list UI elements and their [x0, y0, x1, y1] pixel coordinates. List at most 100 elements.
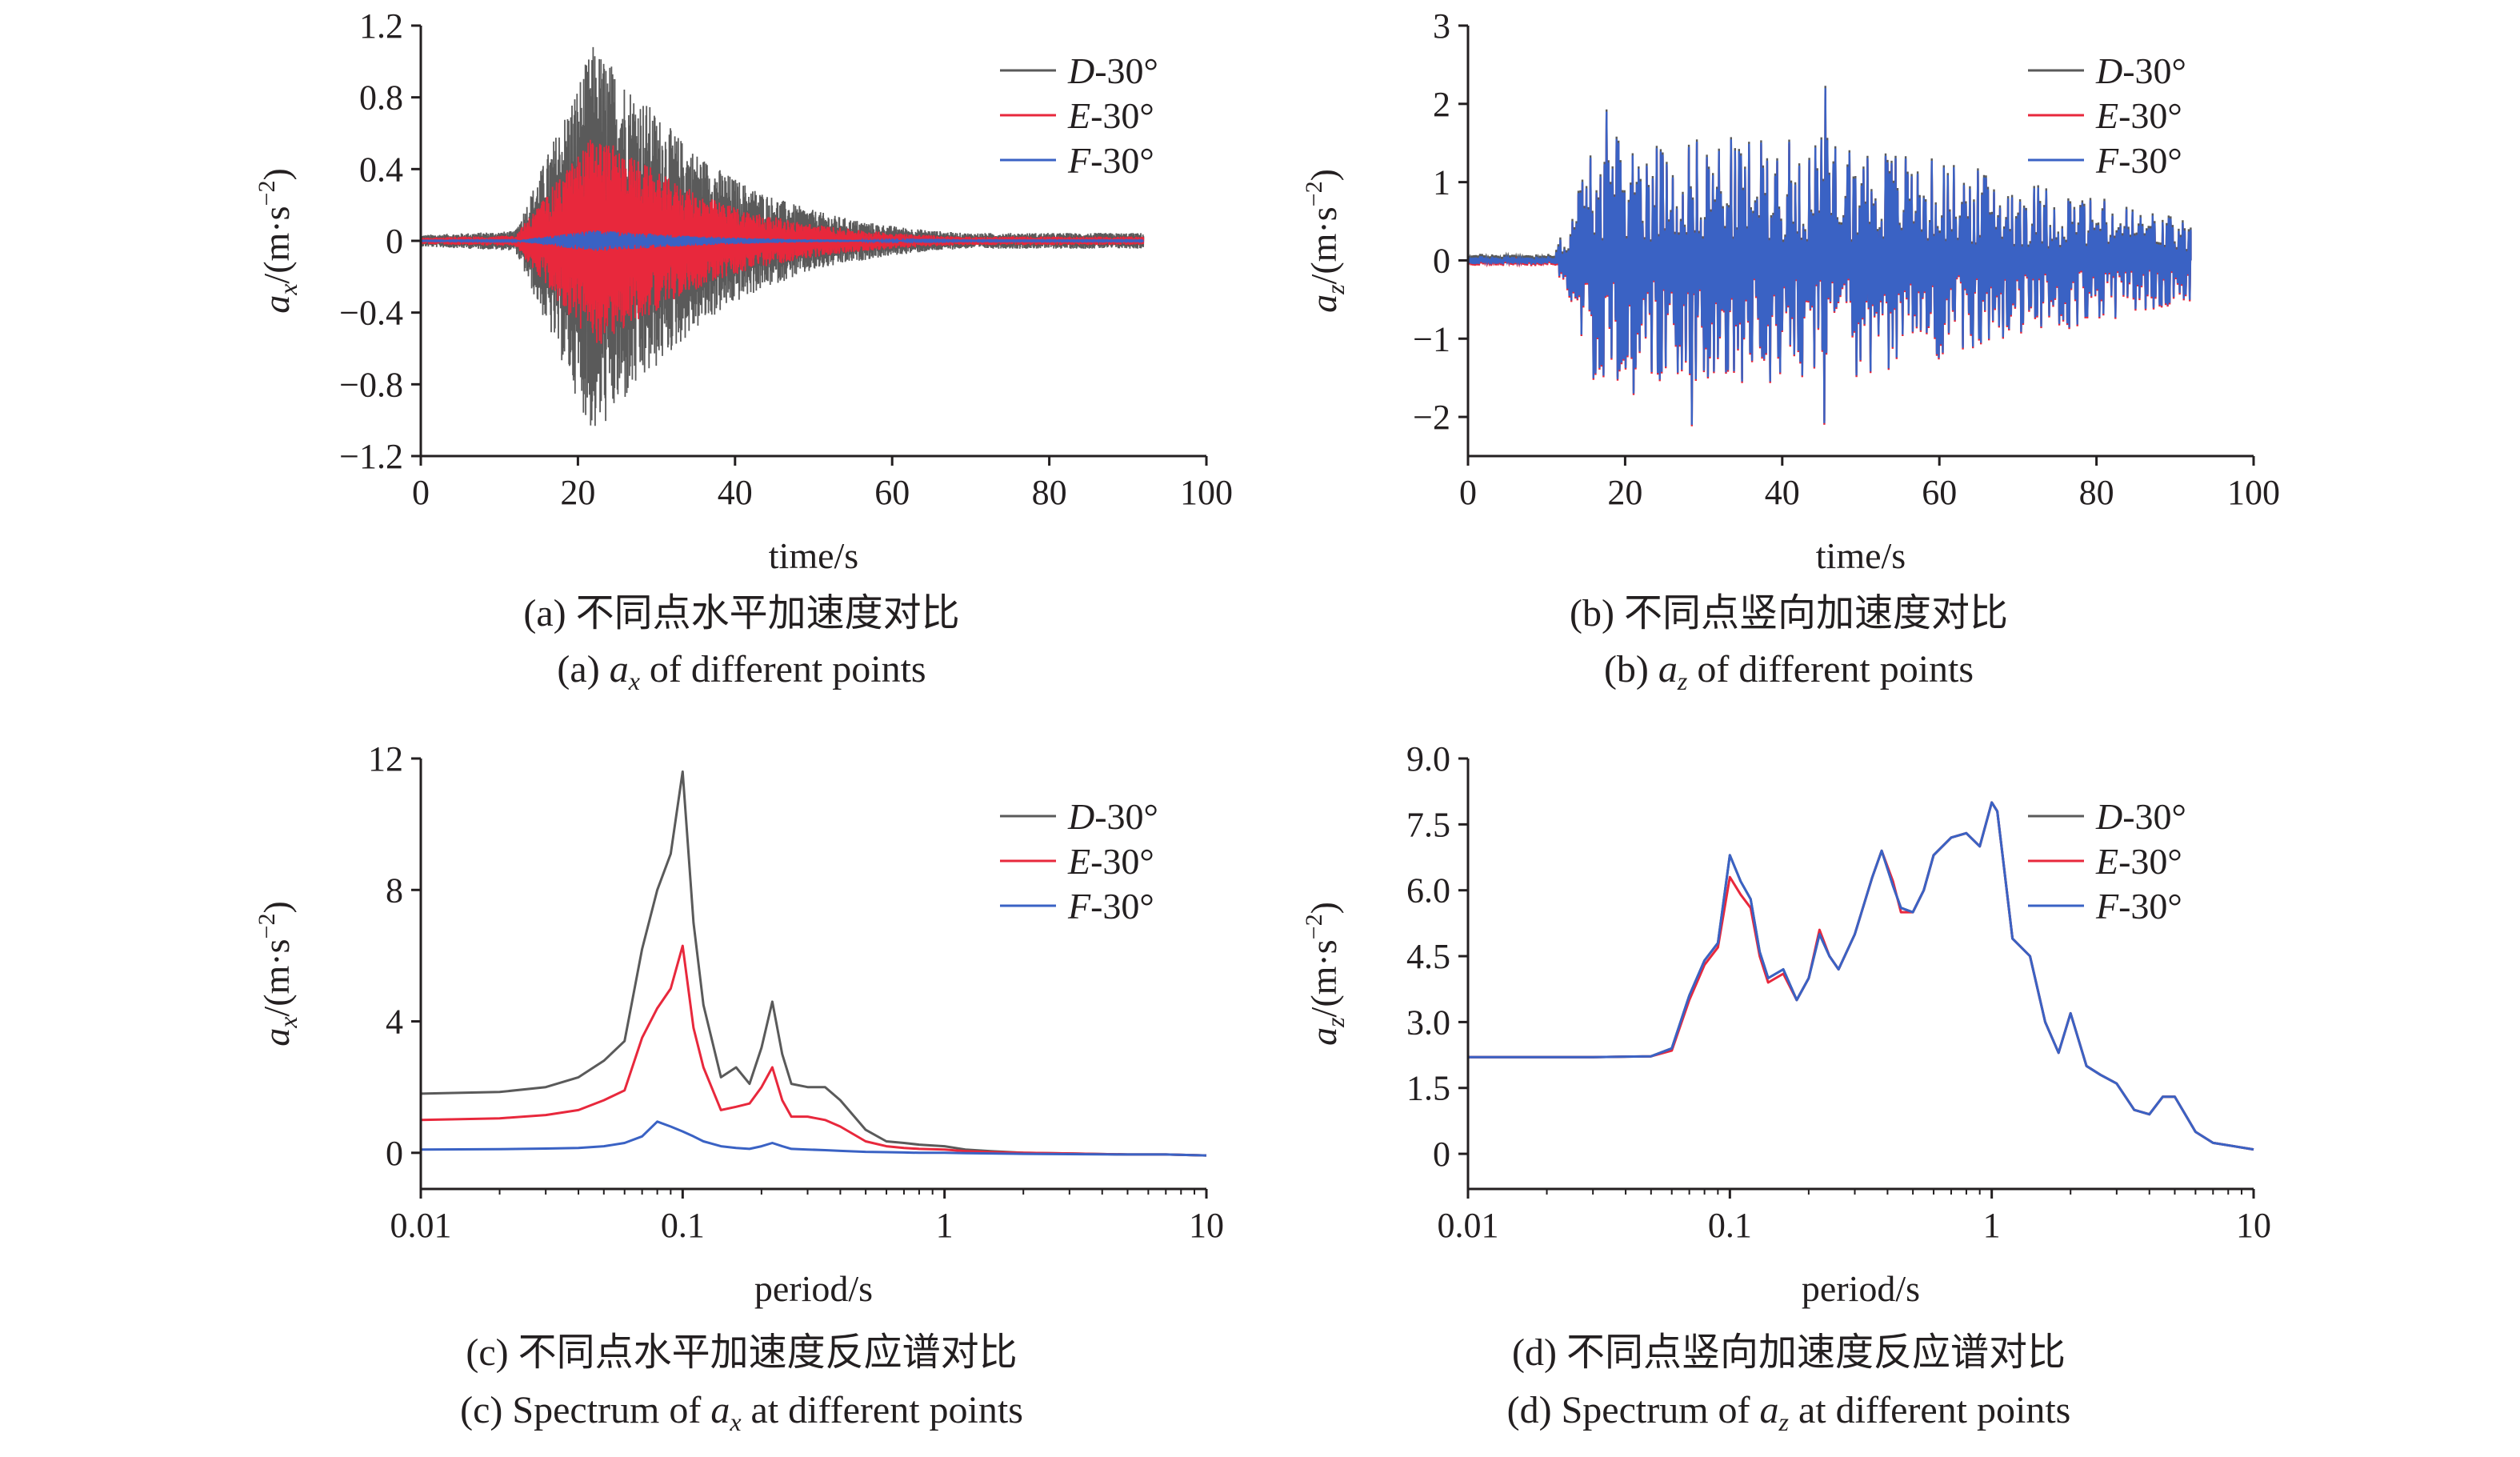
x-axis-label: time/s [769, 535, 858, 576]
caption-en-symbol: a [1760, 1389, 1779, 1431]
plot-area [1466, 86, 2192, 426]
y-label-subscript: x [274, 284, 302, 296]
y-label-symbol: a [1303, 294, 1344, 313]
plot-area [420, 770, 1207, 1157]
y-label-unit: /(m·s [1303, 206, 1344, 284]
caption-en-subscript: x [729, 1407, 741, 1436]
y-tick-label: 9.0 [1406, 739, 1450, 779]
y-tick-label: 0.8 [359, 78, 403, 118]
legend-label-E: E-30° [1067, 95, 1154, 136]
legend-name: D [1067, 50, 1094, 91]
legend-suffix: -30° [2122, 50, 2186, 91]
y-label-unit: /(m·s [1303, 939, 1344, 1017]
y-label-subscript: z [1321, 284, 1350, 295]
y-axis-label: ax/(m·s−2) [254, 168, 302, 314]
y-label-close: ) [256, 901, 297, 913]
y-axis-label: ax/(m·s−2) [254, 901, 302, 1047]
y-tick-label: 2 [1433, 85, 1450, 124]
legend-name: E [1067, 95, 1090, 136]
caption-en-prefix: (a) [557, 648, 609, 690]
y-tick-label: 6.0 [1406, 871, 1450, 911]
y-label-close: ) [1303, 169, 1344, 181]
y-label-exponent: −2 [1301, 914, 1327, 939]
caption-cn: (b) 不同点竖向加速度对比 [1570, 592, 2008, 634]
y-label-close: ) [256, 168, 297, 180]
legend-suffix: -30° [1090, 886, 1154, 927]
y-label-exponent: −2 [254, 181, 280, 206]
x-tick-label: 20 [560, 473, 595, 512]
legend-suffix: -30° [1094, 796, 1158, 837]
x-tick-label: 80 [1032, 473, 1067, 512]
caption-en-prefix: (c) Spectrum of [460, 1389, 710, 1431]
y-tick-label: −1.2 [339, 437, 403, 476]
y-label-symbol: a [256, 295, 297, 314]
caption-en-suffix: at different points [1789, 1389, 2070, 1431]
x-tick-label: 0 [1459, 473, 1477, 512]
legend-suffix: -30° [2118, 140, 2182, 181]
x-tick-label: 10 [2236, 1206, 2271, 1245]
legend-suffix: -30° [2122, 796, 2186, 837]
legend-name: F [2095, 140, 2119, 181]
legend-suffix: -30° [1090, 841, 1154, 882]
legend-name: F [2095, 886, 2119, 927]
y-tick-label: 3.0 [1406, 1003, 1450, 1042]
legend: D-30°E-30°F-30° [1000, 50, 1158, 181]
legend: D-30°E-30°F-30° [2028, 796, 2186, 927]
x-tick-label: 0.01 [390, 1206, 452, 1245]
x-tick-label: 100 [2227, 473, 2280, 512]
legend-name: D [1067, 796, 1094, 837]
y-label-unit: /(m·s [256, 206, 297, 283]
caption-en-symbol: a [710, 1389, 730, 1431]
y-tick-label: 0.4 [359, 150, 403, 189]
plot-area [1468, 801, 2254, 1151]
caption-en-suffix: at different points [742, 1389, 1023, 1431]
legend-label-D: D-30° [2095, 796, 2186, 837]
caption-cn: (a) 不同点水平加速度对比 [523, 592, 959, 634]
caption-en-prefix: (d) Spectrum of [1507, 1389, 1760, 1431]
series-line-E [420, 944, 1207, 1157]
legend-label-D: D-30° [1067, 796, 1158, 837]
y-tick-label: 0 [386, 1134, 403, 1173]
y-tick-label: 0 [1433, 1135, 1450, 1174]
legend-suffix: -30° [1094, 50, 1158, 91]
legend-suffix: -30° [1090, 140, 1154, 181]
caption-en: (d) Spectrum of az at different points [1507, 1389, 2071, 1436]
y-label-close: ) [1303, 902, 1344, 914]
caption-en: (a) ax of different points [557, 648, 926, 695]
y-tick-label: −2 [1413, 398, 1450, 437]
legend-name: E [2095, 95, 2118, 136]
legend-name: D [2095, 796, 2122, 837]
y-tick-label: 1.5 [1406, 1069, 1450, 1108]
legend-name: D [2095, 50, 2122, 91]
x-axis-label: period/s [1802, 1268, 1920, 1309]
legend-suffix: -30° [2118, 886, 2182, 927]
caption-en-symbol: a [1658, 648, 1678, 690]
y-tick-label: 4 [386, 1003, 403, 1042]
y-tick-label: 0 [1433, 241, 1450, 280]
x-tick-label: 40 [718, 473, 753, 512]
y-tick-label: 7.5 [1406, 805, 1450, 844]
y-label-exponent: −2 [254, 914, 280, 939]
x-tick-label: 0.1 [1708, 1206, 1752, 1245]
legend-label-F: F-30° [2095, 886, 2182, 927]
caption-en-subscript: x [628, 666, 640, 695]
legend: D-30°E-30°F-30° [1000, 796, 1158, 927]
x-tick-label: 1 [936, 1206, 954, 1245]
y-tick-label: 3 [1433, 6, 1450, 46]
x-tick-label: 60 [874, 473, 910, 512]
y-tick-label: −1 [1413, 319, 1450, 358]
y-tick-label: −0.4 [339, 294, 403, 333]
legend-name: E [1067, 841, 1090, 882]
y-label-symbol: a [1303, 1027, 1344, 1046]
y-label-symbol: a [256, 1028, 297, 1047]
x-tick-label: 0 [412, 473, 430, 512]
legend-label-E: E-30° [2095, 95, 2182, 136]
caption-en-subscript: z [1677, 666, 1688, 695]
legend-suffix: -30° [1090, 95, 1154, 136]
y-tick-label: 0 [386, 222, 403, 261]
legend-name: F [1067, 140, 1091, 181]
legend-name: E [2095, 841, 2118, 882]
y-tick-label: 4.5 [1406, 937, 1450, 976]
x-tick-label: 60 [1922, 473, 1957, 512]
chart-panel-d: 0.01 0.1 1 1001.53.04.56.07.59.0period/saz/… [1301, 739, 2271, 1436]
